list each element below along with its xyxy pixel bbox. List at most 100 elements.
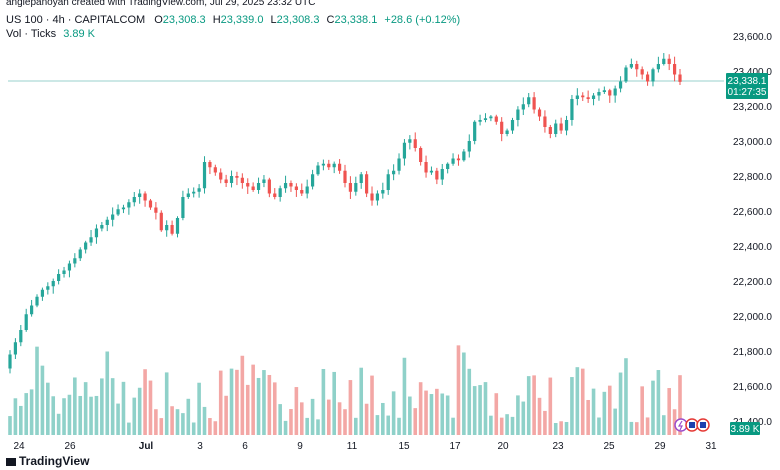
volume-bar — [56, 413, 61, 435]
candle-body — [548, 127, 552, 134]
candle-body — [559, 123, 563, 131]
volume-bar — [575, 367, 580, 435]
volume-bar — [159, 418, 164, 435]
volume-bar — [634, 422, 639, 435]
x-tick-label: 23 — [552, 441, 564, 452]
candle-body — [121, 207, 126, 210]
volume-bar — [127, 422, 131, 435]
y-tick-label: 21,800.0 — [733, 347, 772, 358]
candle-body — [148, 200, 153, 208]
candle-body — [408, 139, 412, 143]
volume-bar — [483, 382, 488, 435]
candle-body — [305, 186, 309, 194]
candle-body — [483, 118, 488, 120]
candle-body — [224, 179, 228, 183]
candle-body — [316, 165, 320, 175]
candle-body — [321, 163, 325, 166]
volume-bar — [289, 409, 293, 435]
volume-badge-bg — [730, 422, 760, 435]
candle-body — [46, 286, 50, 290]
x-tick-label: 9 — [297, 441, 303, 452]
close-label: C — [326, 14, 335, 26]
volume-bar — [67, 394, 72, 435]
volume-bar — [343, 409, 347, 435]
volume-bar — [678, 375, 682, 435]
x-tick-label: 11 — [347, 441, 358, 452]
volume-bar — [402, 357, 407, 435]
price-badge-bg — [726, 73, 768, 99]
candle-body — [327, 163, 331, 168]
candle-body — [440, 169, 444, 180]
candle-body — [494, 116, 498, 122]
volume-bar — [451, 417, 455, 435]
volume-bar — [489, 415, 493, 435]
candle-body — [197, 188, 201, 192]
x-tick-label: 31 — [705, 441, 717, 452]
y-tick-label: 22,200.0 — [733, 277, 772, 288]
candle-body — [446, 163, 450, 169]
volume-bar — [8, 416, 12, 435]
volume-bar — [570, 377, 574, 435]
candle-body — [640, 69, 644, 75]
volume-badge-text: 3.89 K — [731, 424, 760, 435]
candle-body — [105, 219, 109, 225]
volume-bar — [181, 413, 185, 435]
candle-body — [337, 163, 342, 171]
volume-bar — [62, 398, 66, 435]
volume-bar — [435, 388, 439, 435]
volume-bar — [321, 368, 326, 435]
candle-body — [332, 163, 336, 168]
candle-body — [591, 95, 596, 99]
symbol-label[interactable]: US 100 · 4h · CAPITALCOM — [6, 14, 146, 26]
candle-body — [186, 193, 190, 197]
candle-body — [597, 92, 601, 96]
tv-logo-icon — [6, 458, 16, 467]
volume-bar — [516, 395, 520, 435]
volume-bar — [278, 404, 282, 435]
flag-glyph-icon-2 — [700, 422, 706, 428]
candle-body — [62, 270, 66, 274]
volume-bar — [413, 408, 418, 435]
candle-body — [175, 218, 180, 234]
candle-body — [602, 90, 606, 92]
volume-bar — [186, 398, 191, 435]
volume-bar — [397, 417, 401, 435]
volume-bar — [51, 396, 56, 435]
candle-body — [267, 179, 271, 194]
candle-body — [89, 237, 93, 243]
volume-bar — [175, 409, 180, 435]
open-value: 23,308.3 — [162, 14, 206, 26]
candle-body — [73, 258, 77, 264]
change-value: +28.6 (+0.12%) — [384, 14, 461, 26]
volume-bar — [110, 378, 115, 435]
candle-body — [521, 104, 525, 110]
candle-body — [192, 191, 196, 194]
candle-body — [564, 120, 569, 131]
volume-bar — [386, 415, 391, 435]
candle-body — [618, 81, 623, 89]
volume-bar — [40, 365, 45, 435]
volume-bar — [116, 403, 120, 435]
volume-bar — [305, 417, 309, 435]
tradingview-logo[interactable]: TradingView — [6, 454, 89, 468]
volume-bar — [272, 382, 277, 435]
event-icons[interactable] — [674, 418, 710, 432]
candle-body — [500, 121, 504, 134]
volume-bar — [391, 391, 396, 435]
volume-bar — [591, 388, 596, 435]
volume-bar — [364, 403, 369, 435]
candle-body — [294, 186, 298, 190]
volume-bar — [94, 395, 99, 435]
candle-body — [24, 314, 28, 330]
volume-bar — [613, 408, 617, 435]
volume-label[interactable]: Vol · Ticks — [6, 28, 57, 40]
candle-body — [208, 162, 212, 168]
candle-body — [629, 64, 633, 68]
candle-body — [127, 202, 131, 208]
x-tick-label: 25 — [603, 441, 615, 452]
volume-bar — [326, 399, 331, 435]
volume-bar — [213, 421, 218, 435]
legend-ohlc: US 100 · 4h · CAPITALCOM O23,308.3 H23,3… — [6, 14, 460, 26]
candle-body — [273, 193, 277, 197]
